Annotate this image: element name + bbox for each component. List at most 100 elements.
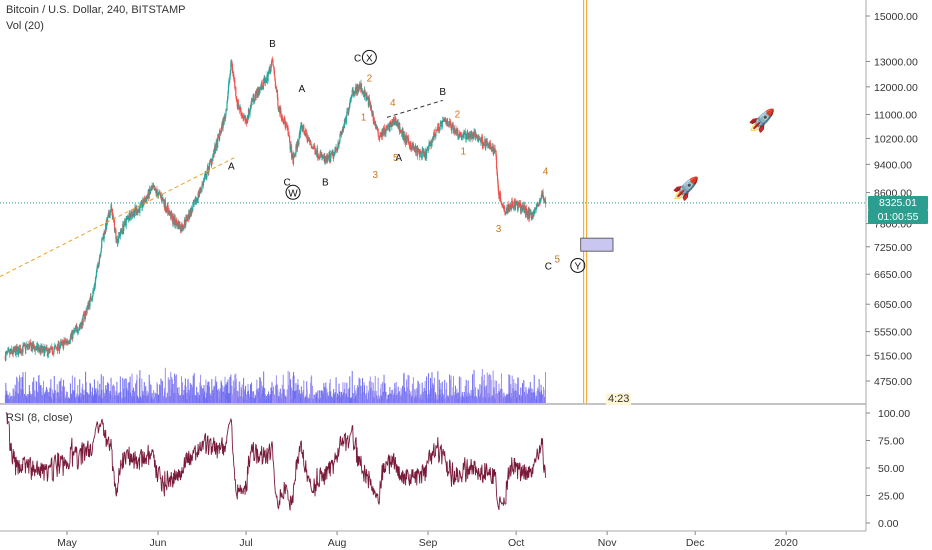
candle-body (53, 349, 55, 355)
volume-bar (368, 381, 370, 403)
candle-body (237, 100, 239, 109)
volume-bar (344, 382, 346, 403)
candle-body (207, 166, 209, 172)
wave-number-label: 2 (455, 109, 461, 120)
wave-label: W (288, 188, 298, 199)
time-tick-label: Oct (508, 537, 524, 549)
candle-body (114, 229, 117, 230)
candle-body (262, 85, 264, 89)
candle-body (183, 225, 185, 229)
candle-body (321, 153, 323, 158)
candle-body (255, 91, 257, 95)
candle-body (517, 202, 519, 211)
candle-body (512, 204, 514, 208)
candle-body (8, 350, 10, 351)
candle-body (341, 132, 343, 134)
candle-body (147, 195, 149, 198)
volume-bar (457, 392, 459, 403)
volume-bar (274, 385, 276, 403)
candle-body (101, 239, 103, 249)
volume-bar (428, 373, 430, 403)
candle-body (534, 208, 536, 209)
volume-bar (60, 377, 62, 403)
candle-body (42, 346, 44, 352)
candle-body (253, 94, 255, 102)
candle-body (23, 344, 25, 346)
volume-bar (176, 374, 178, 403)
candle-body (515, 202, 517, 208)
volume-bar (458, 376, 460, 403)
volume-bar (359, 378, 361, 403)
candle-body (298, 132, 300, 139)
candle-body (159, 191, 161, 194)
candle-body (310, 141, 312, 144)
volume-bar (191, 384, 193, 403)
candle-body (50, 349, 52, 350)
volume-bar (295, 383, 297, 403)
candle-body (505, 213, 507, 214)
volume-bar (153, 390, 155, 403)
volume-bar (22, 389, 24, 403)
volume-bar (193, 373, 195, 403)
candle-body (139, 204, 141, 205)
candle-body (538, 205, 540, 207)
time-axis[interactable]: May Jun Jul Aug Sep Oct Nov Dec 2020 (0, 530, 866, 549)
price-axis[interactable]: 15000.00 13000.00 12000.00 11000.00 10200.00… (866, 11, 918, 530)
candle-body (495, 150, 497, 157)
candle-body (163, 200, 165, 204)
candle-body (457, 129, 459, 138)
candle-body (124, 220, 126, 224)
candle-body (257, 88, 259, 91)
candle-body (34, 347, 36, 352)
candle-body (103, 231, 105, 239)
volume-bar (290, 379, 292, 403)
volume-bar (349, 376, 351, 403)
candle-body (131, 212, 133, 216)
wave-label: B (439, 87, 446, 98)
volume-bar (410, 391, 412, 403)
time-tick-label: Jun (150, 537, 167, 549)
candle-body (118, 232, 120, 235)
volume-bar (371, 381, 373, 403)
rsi-tick-label: 25.00 (878, 491, 904, 503)
candle-body (348, 109, 350, 113)
volume-bar (122, 377, 124, 403)
volume-bar (241, 384, 243, 403)
candle-body (277, 106, 279, 111)
volume-bar (260, 381, 262, 403)
candle-body (516, 203, 518, 205)
candle-body (406, 136, 408, 143)
candle-body (425, 151, 428, 159)
candle-body (540, 193, 543, 199)
candle-body (115, 229, 117, 240)
candle-body (316, 148, 319, 157)
candle-body (421, 150, 423, 159)
candle-body (146, 197, 148, 202)
candle-body (205, 173, 207, 179)
candle-body (25, 346, 27, 351)
volume-bar (120, 391, 122, 403)
volume-bar (423, 388, 425, 403)
volume-bar (211, 379, 213, 403)
volume-bar (453, 376, 455, 403)
price-tick-label: 13000.00 (874, 56, 918, 68)
price-tick-label: 12000.00 (874, 82, 918, 94)
candle-body (426, 148, 429, 150)
candle-body (172, 221, 174, 224)
candle-body (240, 107, 242, 112)
candle-body (310, 143, 312, 146)
volume-bar (347, 388, 349, 403)
rsi-indicator-label: RSI (8, close) (6, 412, 73, 424)
volume-bar (131, 373, 133, 403)
volume-bar (411, 383, 413, 403)
candle-body (123, 220, 125, 227)
candle-body (214, 145, 216, 150)
volume-bar (342, 392, 344, 403)
candle-body (27, 346, 29, 348)
candle-body (336, 147, 339, 150)
candle-body (290, 144, 292, 147)
candle-body (449, 121, 451, 122)
candle-body (524, 205, 526, 211)
rsi-line (5, 412, 546, 511)
